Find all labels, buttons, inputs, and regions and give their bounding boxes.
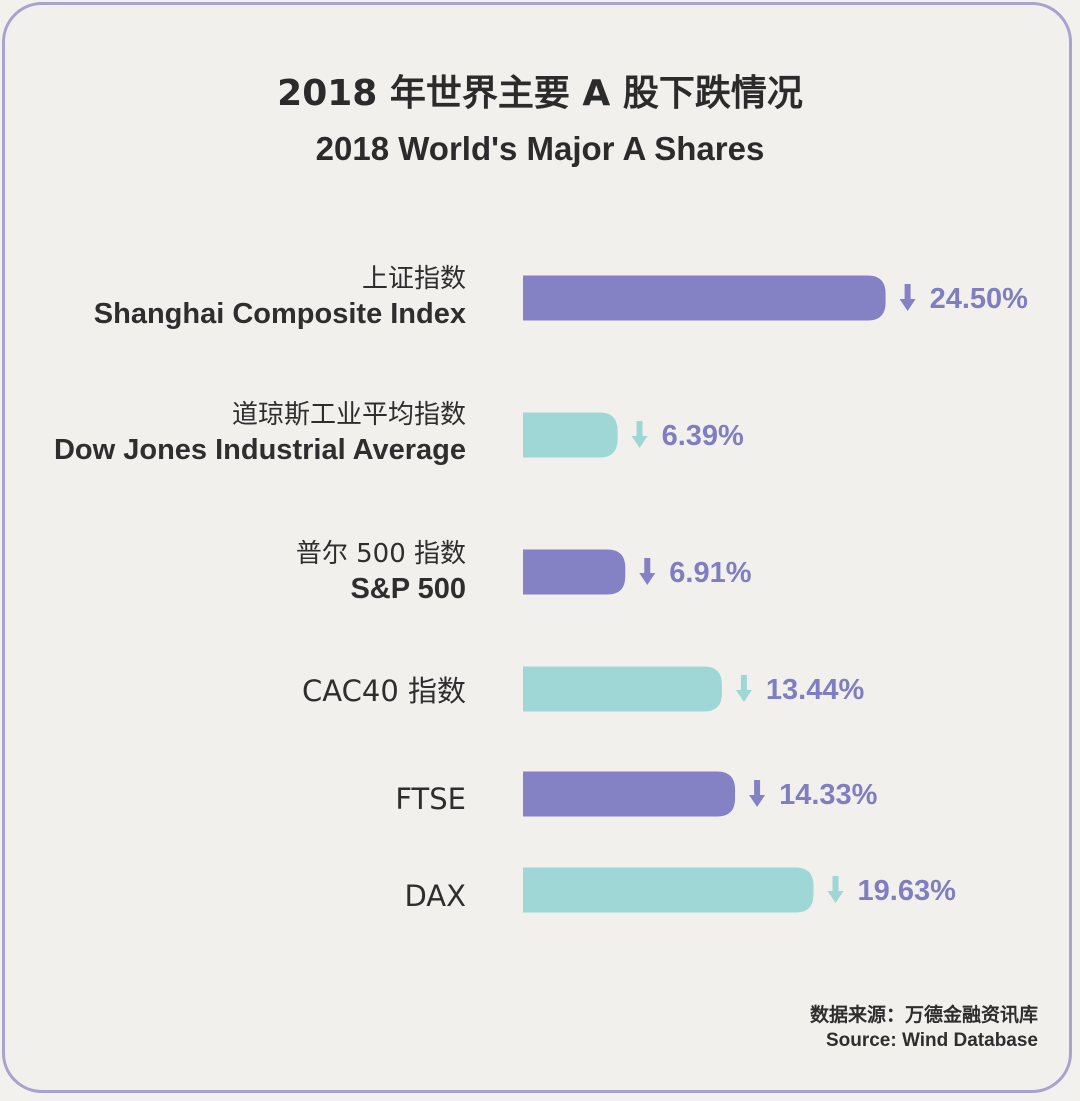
category-label-en: Shanghai Composite Index [93,298,466,330]
category-label-cn: CAC40 指数 [302,674,466,708]
category-label-cn: 上证指数 [361,264,466,294]
category-label-cn: 道琼斯工业平均指数 [231,400,466,430]
category-label-cac40: CAC40 指数 [302,673,466,709]
down-arrow-icon [827,876,844,903]
data-label: 24.50% [930,283,1029,315]
bar [523,666,722,712]
data-label: 19.63% [858,875,957,907]
down-arrow-icon [749,780,766,807]
bar [523,412,618,458]
category-label-ftse: FTSE [395,781,466,817]
category-label-shanghai: 上证指数 Shanghai Composite Index [94,262,466,332]
data-label: 13.44% [766,674,865,706]
category-label-en: Dow Jones Industrial Average [53,434,466,466]
bar [523,771,736,817]
bar [523,549,626,595]
category-label-cn: FTSE [395,782,466,816]
category-label-en: S&P 500 [350,573,466,605]
data-label: 14.33% [779,779,878,811]
category-label-sp500: 普尔 500 指数 S&P 500 [296,537,466,607]
category-label-cn: 普尔 500 指数 [295,539,466,569]
data-label: 6.91% [669,557,751,589]
category-label-dax: DAX [404,878,466,914]
chart-subtitle: 2018 World's Major A Shares [315,130,765,167]
data-label: 6.39% [662,420,744,452]
down-arrow-icon [631,421,648,448]
bar [523,275,886,321]
down-arrow-icon [899,284,916,311]
source-note-cn: 数据来源：万德金融资讯库 [809,1004,1038,1026]
down-arrow-icon [639,558,656,585]
chart-title: 2018 年世界主要 A 股下跌情况 [277,73,803,114]
source-note-en: Source: Wind Database [825,1030,1038,1051]
bar [523,867,814,913]
category-label-dow-jones: 道琼斯工业平均指数 Dow Jones Industrial Average [54,398,466,468]
down-arrow-icon [735,675,752,702]
category-label-cn: DAX [404,879,466,913]
